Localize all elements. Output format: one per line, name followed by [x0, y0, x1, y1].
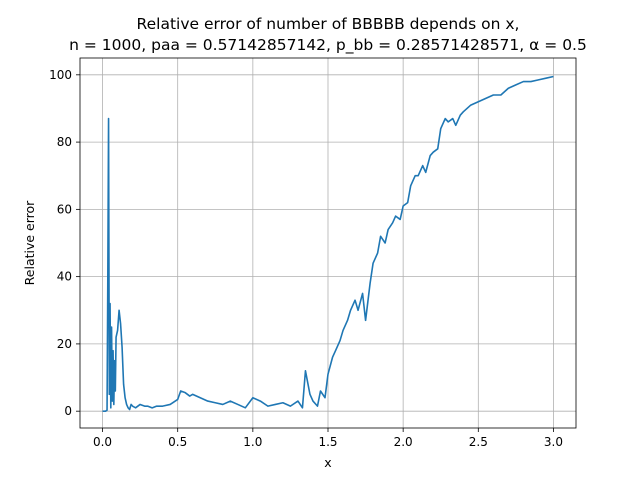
- chart-title-line-1: Relative error of number of BBBBB depend…: [137, 15, 520, 33]
- x-tick-label: 2.5: [469, 435, 488, 449]
- y-axis-label: Relative error: [22, 200, 37, 286]
- series-line: [102, 75, 554, 412]
- y-tick-label: 60: [57, 202, 72, 216]
- y-tick-label: 100: [49, 68, 72, 82]
- x-axis-label: x: [324, 455, 331, 470]
- grid: [80, 58, 576, 428]
- y-tick-label: 40: [57, 270, 72, 284]
- x-tick-label: 0.5: [168, 435, 187, 449]
- y-tick-label: 20: [57, 337, 72, 351]
- x-tick-label: 1.0: [243, 435, 262, 449]
- x-tick-label: 0.0: [93, 435, 112, 449]
- y-tick-label: 0: [64, 404, 72, 418]
- axis-ticks: 0.0 0.5 1.0 1.5 2.0 2.5 3.0 0 20 40 60 80 100: [49, 68, 563, 449]
- x-tick-label: 3.0: [544, 435, 563, 449]
- data-series: [102, 75, 554, 412]
- y-tick-label: 80: [57, 135, 72, 149]
- chart-title-line-2: n = 1000, paa = 0.57142857142, p_bb = 0.…: [69, 36, 587, 55]
- x-tick-label: 1.5: [318, 435, 337, 449]
- x-tick-label: 2.0: [394, 435, 413, 449]
